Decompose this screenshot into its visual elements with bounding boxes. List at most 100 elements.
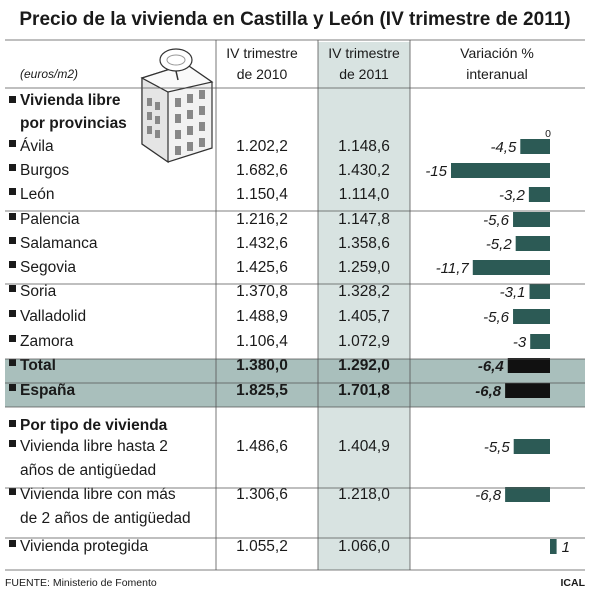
row-label: Ávila <box>20 138 54 155</box>
chart-title: Precio de la vivienda en Castilla y León… <box>19 9 570 30</box>
row-bullet <box>9 188 16 195</box>
row-label: Segovia <box>20 259 76 276</box>
value-2010: 1.370,8 <box>236 283 288 300</box>
value-2011: 1.072,9 <box>338 333 390 350</box>
value-2010: 1.055,2 <box>236 538 288 555</box>
column-header-2011: IV trimestre de 2011 <box>328 45 400 82</box>
variation-bar <box>520 139 550 154</box>
highlight-column-2011 <box>318 42 410 570</box>
row-label: Palencia <box>20 211 80 228</box>
variation-label: -5,5 <box>484 439 511 456</box>
variation-bar <box>505 383 550 398</box>
row-label: Soria <box>20 283 57 300</box>
svg-text:Vivienda libre: Vivienda libre <box>20 92 121 109</box>
variation-label: -3 <box>513 334 527 351</box>
value-2011: 1.114,0 <box>339 186 390 203</box>
variation-bar <box>513 212 550 227</box>
svg-text:de 2011: de 2011 <box>339 66 389 82</box>
row-bullet <box>9 310 16 317</box>
value-2011: 1.404,9 <box>338 438 390 455</box>
value-2011: 1.358,6 <box>338 235 390 252</box>
variation-bar <box>505 487 550 502</box>
row-bullet <box>9 261 16 268</box>
row-label: España <box>20 382 76 399</box>
section-tipo-header: Por tipo de vivienda <box>9 417 168 434</box>
variation-label: -15 <box>425 163 447 180</box>
value-2010: 1.432,6 <box>236 235 288 252</box>
row-bullet <box>9 359 16 366</box>
variation-bar <box>451 163 550 178</box>
value-2010: 1.150,4 <box>236 186 288 203</box>
value-2010: 1.202,2 <box>236 138 288 155</box>
value-2011: 1.405,7 <box>338 308 390 325</box>
row-label: León <box>20 186 54 203</box>
column-header-2010: IV trimestre de 2010 <box>226 45 298 82</box>
grid-lines <box>5 39 585 571</box>
value-2010: 1.106,4 <box>236 333 288 350</box>
unit-label: (euros/m2) <box>20 67 78 81</box>
row-label: Zamora <box>20 333 74 350</box>
svg-text:interanual: interanual <box>466 66 528 82</box>
row-label: años de antigüedad <box>20 462 156 479</box>
value-2010: 1.425,6 <box>236 259 288 276</box>
row-label: Vivienda protegida <box>20 538 148 555</box>
value-2011: 1.148,6 <box>338 138 390 155</box>
value-2011: 1.259,0 <box>338 259 390 276</box>
value-2010: 1.380,0 <box>236 357 288 374</box>
row-bullet <box>9 164 16 171</box>
row-label: Salamanca <box>20 235 98 252</box>
variation-bar <box>528 187 550 202</box>
svg-text:IV trimestre: IV trimestre <box>226 45 298 61</box>
value-2010: 1.216,2 <box>236 211 288 228</box>
svg-text:por provincias: por provincias <box>20 115 127 132</box>
variation-label: -11,7 <box>436 260 470 277</box>
value-2011: 1.218,0 <box>338 486 390 503</box>
value-2010: 1.488,9 <box>236 308 288 325</box>
svg-text:de 2010: de 2010 <box>237 66 288 82</box>
building-icon <box>140 48 214 164</box>
value-2011: 1.066,0 <box>338 538 390 555</box>
row-bullet <box>9 540 16 547</box>
variation-label: 1 <box>562 539 570 556</box>
row-bullet <box>9 237 16 244</box>
svg-text:Variación %: Variación % <box>460 45 534 61</box>
row-label: Total <box>20 357 56 374</box>
variation-bar <box>530 334 550 349</box>
value-2010: 1.306,6 <box>236 486 288 503</box>
value-2011: 1.328,2 <box>338 283 390 300</box>
value-2010: 1.486,6 <box>236 438 288 455</box>
table-rows: Ávila 1.202,2 1.148,6 -4,5 Burgos 1.682,6 1.43… <box>9 138 570 556</box>
variation-bar <box>513 309 550 324</box>
variation-bar <box>472 260 550 275</box>
brand-logo: ICAL <box>561 577 586 589</box>
bar-zero-label: 0 <box>545 128 551 140</box>
variation-bar <box>515 236 550 251</box>
row-label: de 2 años de antigüedad <box>20 510 191 527</box>
variation-label: -4,5 <box>490 139 517 156</box>
variation-bar <box>513 439 550 454</box>
variation-bar <box>550 539 557 554</box>
row-label: Vivienda libre hasta 2 <box>20 438 168 455</box>
value-2011: 1.147,8 <box>338 211 390 228</box>
row-bullet <box>9 384 16 391</box>
source-note: FUENTE: Ministerio de Fomento <box>5 577 157 589</box>
row-label: Burgos <box>20 162 69 179</box>
row-label: Vivienda libre con más <box>20 486 176 503</box>
column-header-variation: Variación % interanual <box>460 45 534 82</box>
variation-label: -6,8 <box>475 383 502 400</box>
value-2011: 1.292,0 <box>338 357 390 374</box>
variation-bar <box>529 284 550 299</box>
variation-label: -6,4 <box>478 358 505 375</box>
section-provincias-header: Vivienda libre por provincias <box>9 92 127 132</box>
variation-label: -5,6 <box>483 309 510 326</box>
variation-label: -6,8 <box>475 487 502 504</box>
value-2010: 1.682,6 <box>236 162 288 179</box>
value-2010: 1.825,5 <box>236 382 288 399</box>
variation-label: -5,2 <box>486 236 513 253</box>
value-2011: 1.701,8 <box>338 382 390 399</box>
svg-text:IV trimestre: IV trimestre <box>328 45 400 61</box>
value-2011: 1.430,2 <box>338 162 390 179</box>
row-bullet <box>9 285 16 292</box>
svg-text:Por tipo de vivienda: Por tipo de vivienda <box>20 417 168 434</box>
